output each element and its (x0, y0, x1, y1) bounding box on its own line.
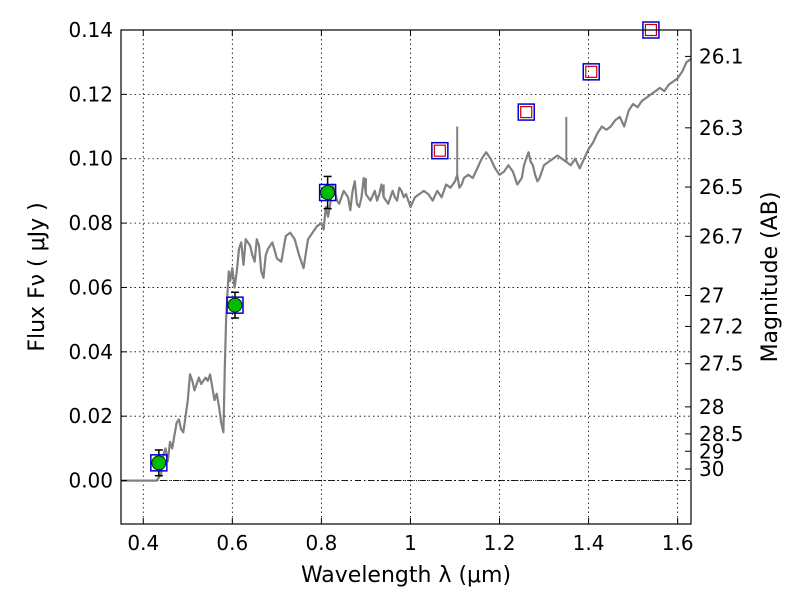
y-tick-label: 0.08 (68, 211, 113, 235)
plot-frame (120, 29, 692, 525)
y-tick-label: 0.00 (68, 469, 113, 493)
upper-limit-marker (433, 144, 446, 157)
observed-point (227, 297, 243, 313)
model-band-boxes (150, 21, 660, 472)
y-tick-label: 0.14 (68, 18, 113, 42)
grid-lines (121, 29, 691, 524)
x-tick-label: 1.2 (484, 531, 516, 555)
observed-point (320, 185, 336, 200)
y-tick-label: 0.06 (68, 275, 113, 299)
model-band-box (226, 296, 244, 314)
x-axis-label: Wavelength λ (μm) (301, 563, 511, 588)
model-band-box (582, 63, 600, 81)
x-axis-ticks: 0.4 0.6 0.8 1 1.2 1.4 1.6 (127, 30, 694, 555)
model-spectrum (121, 58, 692, 482)
magnitude-tick-label: 29 (699, 439, 724, 463)
magnitude-tick-label: 26.3 (699, 116, 744, 140)
observed-point (151, 455, 167, 471)
magnitude-tick-label: 27.5 (699, 352, 744, 376)
y-tick-label: 0.04 (68, 340, 113, 364)
y-axis-label: Flux Fν ( μJy ) (25, 202, 50, 351)
model-band-box (431, 141, 449, 160)
x-tick-label: 0.6 (216, 531, 248, 555)
magnitude-tick-label: 26.1 (699, 44, 744, 68)
magnitude-tick-label: 28 (699, 395, 724, 419)
right-axis-label: Magnitude (AB) (758, 192, 783, 363)
y-axis-ticks: 0.00 0.02 0.04 0.06 0.08 0.10 0.12 0.14 (68, 18, 127, 493)
x-tick-label: 0.8 (305, 531, 337, 555)
magnitude-tick-label: 26.7 (699, 224, 744, 248)
x-tick-label: 1.4 (573, 531, 605, 555)
magnitude-tick-label: 26.5 (699, 175, 744, 199)
y-tick-label: 0.10 (68, 147, 113, 171)
x-tick-label: 0.4 (127, 531, 159, 555)
y-tick-label: 0.12 (68, 82, 113, 106)
x-tick-label: 1 (404, 531, 417, 555)
upper-limit-marker (585, 65, 598, 78)
magnitude-tick-label: 27.2 (699, 314, 744, 338)
observed-points (151, 185, 336, 471)
magnitude-tick-label: 28.5 (699, 422, 744, 446)
sed-line (121, 58, 692, 482)
upper-limit-marker (520, 105, 533, 119)
magnitude-tick-label: 30 (699, 457, 724, 481)
upper-limit-markers (433, 23, 658, 157)
magnitude-tick-label: 27 (699, 284, 724, 308)
model-band-box (517, 103, 535, 121)
x-tick-label: 1.6 (662, 531, 694, 555)
model-band-box (150, 454, 168, 472)
y-tick-label: 0.02 (68, 404, 113, 428)
model-band-box (318, 183, 337, 202)
